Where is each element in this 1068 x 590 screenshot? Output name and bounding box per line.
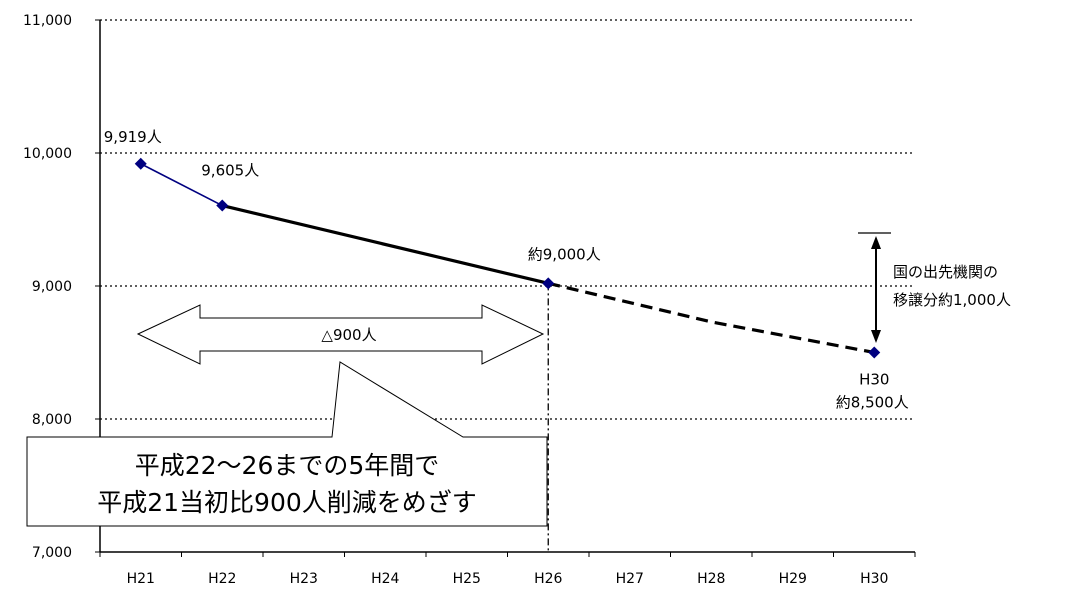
- x-tick-label: H22: [208, 571, 236, 587]
- transfer-bracket: 国の出先機関の 移譲分約1,000人: [858, 232, 1011, 343]
- data-marker: [134, 157, 147, 170]
- data-marker: [216, 199, 229, 212]
- series-line-projection: [547, 281, 875, 355]
- data-label: H30: [859, 371, 889, 389]
- x-tick-label: H28: [697, 571, 725, 587]
- transfer-arrowhead-down: [871, 330, 881, 343]
- y-tick-label: 9,000: [32, 279, 72, 295]
- transfer-label-line-1: 国の出先機関の: [893, 263, 998, 281]
- x-tick-label: H25: [453, 571, 481, 587]
- y-axis-ticks: 7,000 8,000 9,000 10,000 11,000: [23, 13, 100, 561]
- x-tick-label: H21: [127, 571, 155, 587]
- data-label: 9,919人: [104, 128, 162, 146]
- callout-box: [26, 361, 548, 527]
- callout-line-1: 平成22～26までの5年間で: [135, 451, 440, 480]
- reduction-arrow-label: △900人: [321, 326, 376, 344]
- data-label: 約9,000人: [528, 245, 601, 263]
- grid: [100, 19, 915, 420]
- callout: 平成22～26までの5年間で 平成21当初比900人削減をめざす: [26, 361, 548, 527]
- x-tick-label: H27: [616, 571, 644, 587]
- series-lines: [140, 163, 875, 355]
- y-tick-label: 10,000: [23, 146, 72, 162]
- data-markers: [134, 157, 881, 359]
- transfer-arrowhead-up: [871, 236, 881, 249]
- x-tick-label: H30: [860, 571, 888, 587]
- transfer-label-line-2: 移譲分約1,000人: [893, 291, 1011, 309]
- y-tick-label: 7,000: [32, 545, 72, 561]
- x-tick-label: H24: [371, 571, 399, 587]
- x-axis-ticks: H21 H22 H23 H24 H25 H26 H27 H28 H29 H30: [99, 552, 916, 587]
- series-line-plan: [221, 203, 549, 285]
- x-tick-label: H29: [779, 571, 807, 587]
- x-tick-label: H23: [290, 571, 318, 587]
- reduction-arrow: △900人: [136, 304, 545, 365]
- series-line-actual: [140, 163, 223, 207]
- reduction-arrow-shape: [136, 304, 545, 365]
- y-tick-label: 11,000: [23, 13, 72, 29]
- callout-line-2: 平成21当初比900人削減をめざす: [97, 488, 477, 517]
- data-label: 約8,500人: [836, 394, 909, 412]
- data-marker: [542, 277, 555, 290]
- data-marker: [868, 346, 881, 359]
- x-tick-label: H26: [534, 571, 562, 587]
- y-tick-label: 8,000: [32, 412, 72, 428]
- data-label: 9,605人: [201, 162, 259, 180]
